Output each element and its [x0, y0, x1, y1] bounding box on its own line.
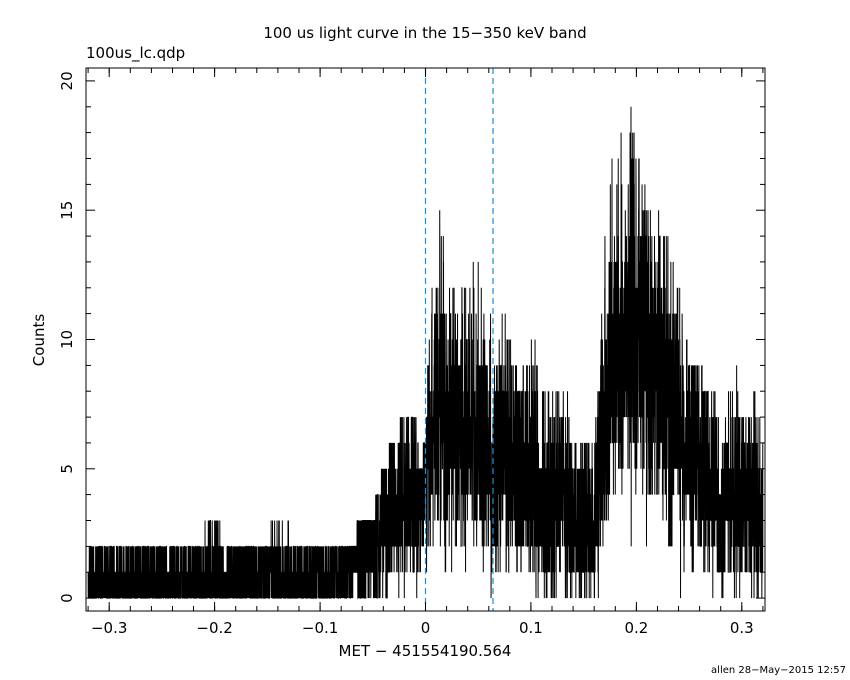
- x-tick-label: −0.3: [91, 619, 127, 637]
- chart-title: 100 us light curve in the 15−350 keV ban…: [263, 24, 586, 42]
- y-tick-label: 0: [58, 593, 76, 603]
- y-tick-label: 20: [58, 71, 76, 90]
- tick-layer: −0.3 −0.2 −0.1 0 0.1 0.2 0.3 0 5 10 15 20: [58, 68, 765, 637]
- y-tick-label: 10: [58, 330, 76, 349]
- x-tick-label: 0.2: [624, 619, 648, 637]
- y-axis-label: Counts: [30, 314, 48, 367]
- x-tick-label: −0.2: [196, 619, 232, 637]
- x-axis-label: MET − 451554190.564: [339, 642, 512, 660]
- y-tick-label: 5: [58, 464, 76, 474]
- x-tick-label: −0.1: [302, 619, 338, 637]
- file-label: 100us_lc.qdp: [86, 44, 185, 63]
- x-tick-label: 0.3: [730, 619, 754, 637]
- y-tick-label: 15: [58, 201, 76, 220]
- x-tick-label: 0: [421, 619, 431, 637]
- footer-stamp: allen 28−May−2015 12:57: [711, 665, 846, 676]
- x-tick-label: 0.1: [519, 619, 543, 637]
- marker-layer: [424, 68, 494, 611]
